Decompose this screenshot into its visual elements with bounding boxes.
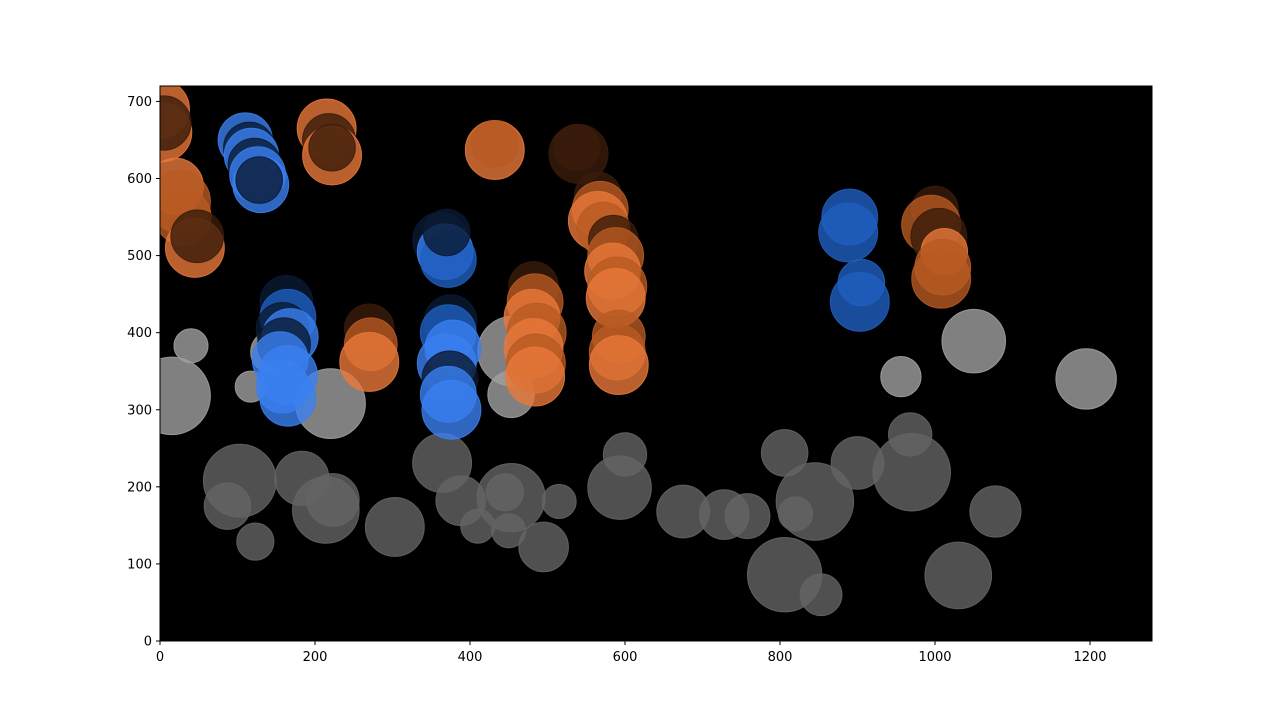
x-tick-label: 1200 — [1073, 650, 1106, 665]
data-point-gray-36 — [924, 541, 993, 610]
data-point-gray-30 — [775, 462, 855, 541]
x-tick-label: 800 — [768, 650, 793, 665]
x-tick-label: 600 — [613, 650, 638, 665]
y-tick-label: 100 — [127, 557, 152, 572]
y-tick-label: 300 — [127, 403, 152, 418]
data-point-orange-43 — [911, 248, 972, 309]
data-point-gray-37 — [941, 308, 1007, 374]
data-point-gray-35 — [872, 432, 951, 512]
x-tick-label: 0 — [156, 650, 164, 665]
y-tick-label: 700 — [127, 95, 152, 110]
data-point-gray-31 — [799, 573, 843, 617]
data-point-blue-15 — [259, 369, 317, 427]
data-point-gray-38 — [969, 485, 1022, 538]
data-point-gray-27 — [760, 429, 809, 477]
data-point-orange-2 — [160, 95, 192, 151]
data-point-gray-11 — [364, 496, 425, 557]
y-tick-label: 500 — [127, 249, 152, 264]
y-tick-label: 0 — [144, 635, 152, 650]
data-point-blue-6 — [235, 156, 283, 204]
data-point-gray-7 — [236, 522, 275, 561]
x-tick-label: 1000 — [918, 650, 951, 665]
y-tick-label: 600 — [127, 172, 152, 187]
x-axis: 0 200 400 600 800 1000 1200 — [156, 641, 1107, 665]
data-point-blue-19 — [423, 208, 471, 257]
y-axis: 0 100 200 300 400 500 600 700 — [127, 95, 160, 650]
data-point-orange-14 — [339, 332, 400, 392]
data-point-gray-26 — [724, 493, 771, 540]
data-point-gray-6 — [203, 482, 252, 530]
data-point-gray-20 — [518, 521, 569, 573]
data-point-orange-11 — [308, 123, 356, 172]
plot-frame — [159, 85, 1153, 642]
data-point-gray-16 — [485, 473, 524, 512]
data-point-gray-10 — [305, 473, 360, 527]
y-tick-label: 200 — [127, 480, 152, 495]
data-point-orange-16 — [471, 120, 519, 168]
data-point-gray-21 — [541, 483, 577, 520]
data-point-gray-33 — [880, 355, 922, 398]
data-point-orange-37 — [588, 335, 649, 395]
points-layer — [160, 86, 1117, 617]
data-point-gray-39 — [1055, 348, 1117, 410]
data-point-orange-23 — [505, 346, 566, 407]
data-point-orange-25 — [553, 123, 601, 172]
data-point-blue-26 — [421, 379, 482, 440]
data-point-blue-28 — [818, 202, 879, 263]
data-point-blue-30 — [829, 271, 890, 332]
data-point-orange-7 — [170, 209, 225, 264]
data-point-gray-23 — [602, 432, 648, 477]
data-point-gray-0 — [160, 356, 211, 436]
data-point-gray-1 — [173, 328, 209, 364]
y-tick-label: 400 — [127, 326, 152, 341]
x-tick-label: 200 — [303, 650, 328, 665]
x-tick-label: 400 — [458, 650, 483, 665]
